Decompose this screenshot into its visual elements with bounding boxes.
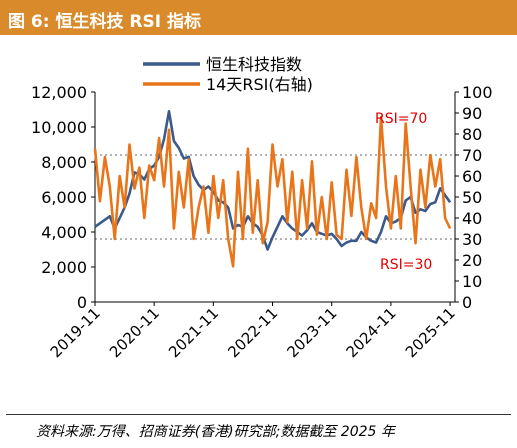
- right-tick-label: 60: [462, 167, 482, 186]
- figure-title-bar: 图 6: 恒生科技 RSI 指标: [0, 0, 517, 35]
- left-tick-label: 0: [77, 293, 87, 312]
- right-tick-label: 0: [462, 293, 472, 312]
- rsi-70-label: RSI=70: [375, 111, 427, 127]
- figure-title: 图 6: 恒生科技 RSI 指标: [8, 12, 201, 32]
- right-tick-label: 40: [462, 209, 482, 228]
- x-tick-label: 2023-11: [283, 304, 340, 361]
- plot-area: 0 2,000 4,000 6,000 8,000 10,000 12,000 0 10 20 30…: [31, 55, 493, 361]
- legend-index-label: 恒生科技指数: [206, 55, 302, 74]
- left-tick-label: 4,000: [41, 223, 87, 242]
- x-tick-label: 2025-11: [402, 304, 459, 361]
- source-top-rule: [6, 414, 511, 415]
- rsi-30-label: RSI=30: [380, 257, 432, 273]
- right-tick-label: 50: [462, 188, 482, 207]
- right-tick-label: 20: [462, 251, 482, 270]
- rsi-series-line: [93, 115, 452, 268]
- left-tick-label: 8,000: [41, 153, 87, 172]
- right-tick-label: 10: [462, 272, 482, 291]
- right-tick-label: 100: [462, 83, 493, 102]
- x-tick-label: 2020-11: [106, 304, 163, 361]
- right-tick-label: 80: [462, 125, 482, 144]
- left-tick-label: 10,000: [31, 118, 87, 137]
- x-tick-label: 2022-11: [224, 304, 281, 361]
- left-tick-label: 6,000: [41, 188, 87, 207]
- chart: 0 2,000 4,000 6,000 8,000 10,000 12,000 0 10 20 30…: [31, 55, 493, 361]
- source-note: 资料来源:万得、招商证券(香港)研究部;数据截至 2025 年: [36, 424, 395, 440]
- x-tick-label: 2024-11: [343, 304, 400, 361]
- right-tick-label: 90: [462, 104, 482, 123]
- legend-rsi-label: 14天RSI(右轴): [206, 75, 313, 94]
- left-tick-label: 2,000: [41, 258, 87, 277]
- left-tick-label: 12,000: [31, 83, 87, 102]
- x-tick-label: 2019-11: [47, 304, 104, 361]
- x-tick-label: 2021-11: [165, 304, 222, 361]
- right-tick-label: 30: [462, 230, 482, 249]
- right-tick-label: 70: [462, 146, 482, 165]
